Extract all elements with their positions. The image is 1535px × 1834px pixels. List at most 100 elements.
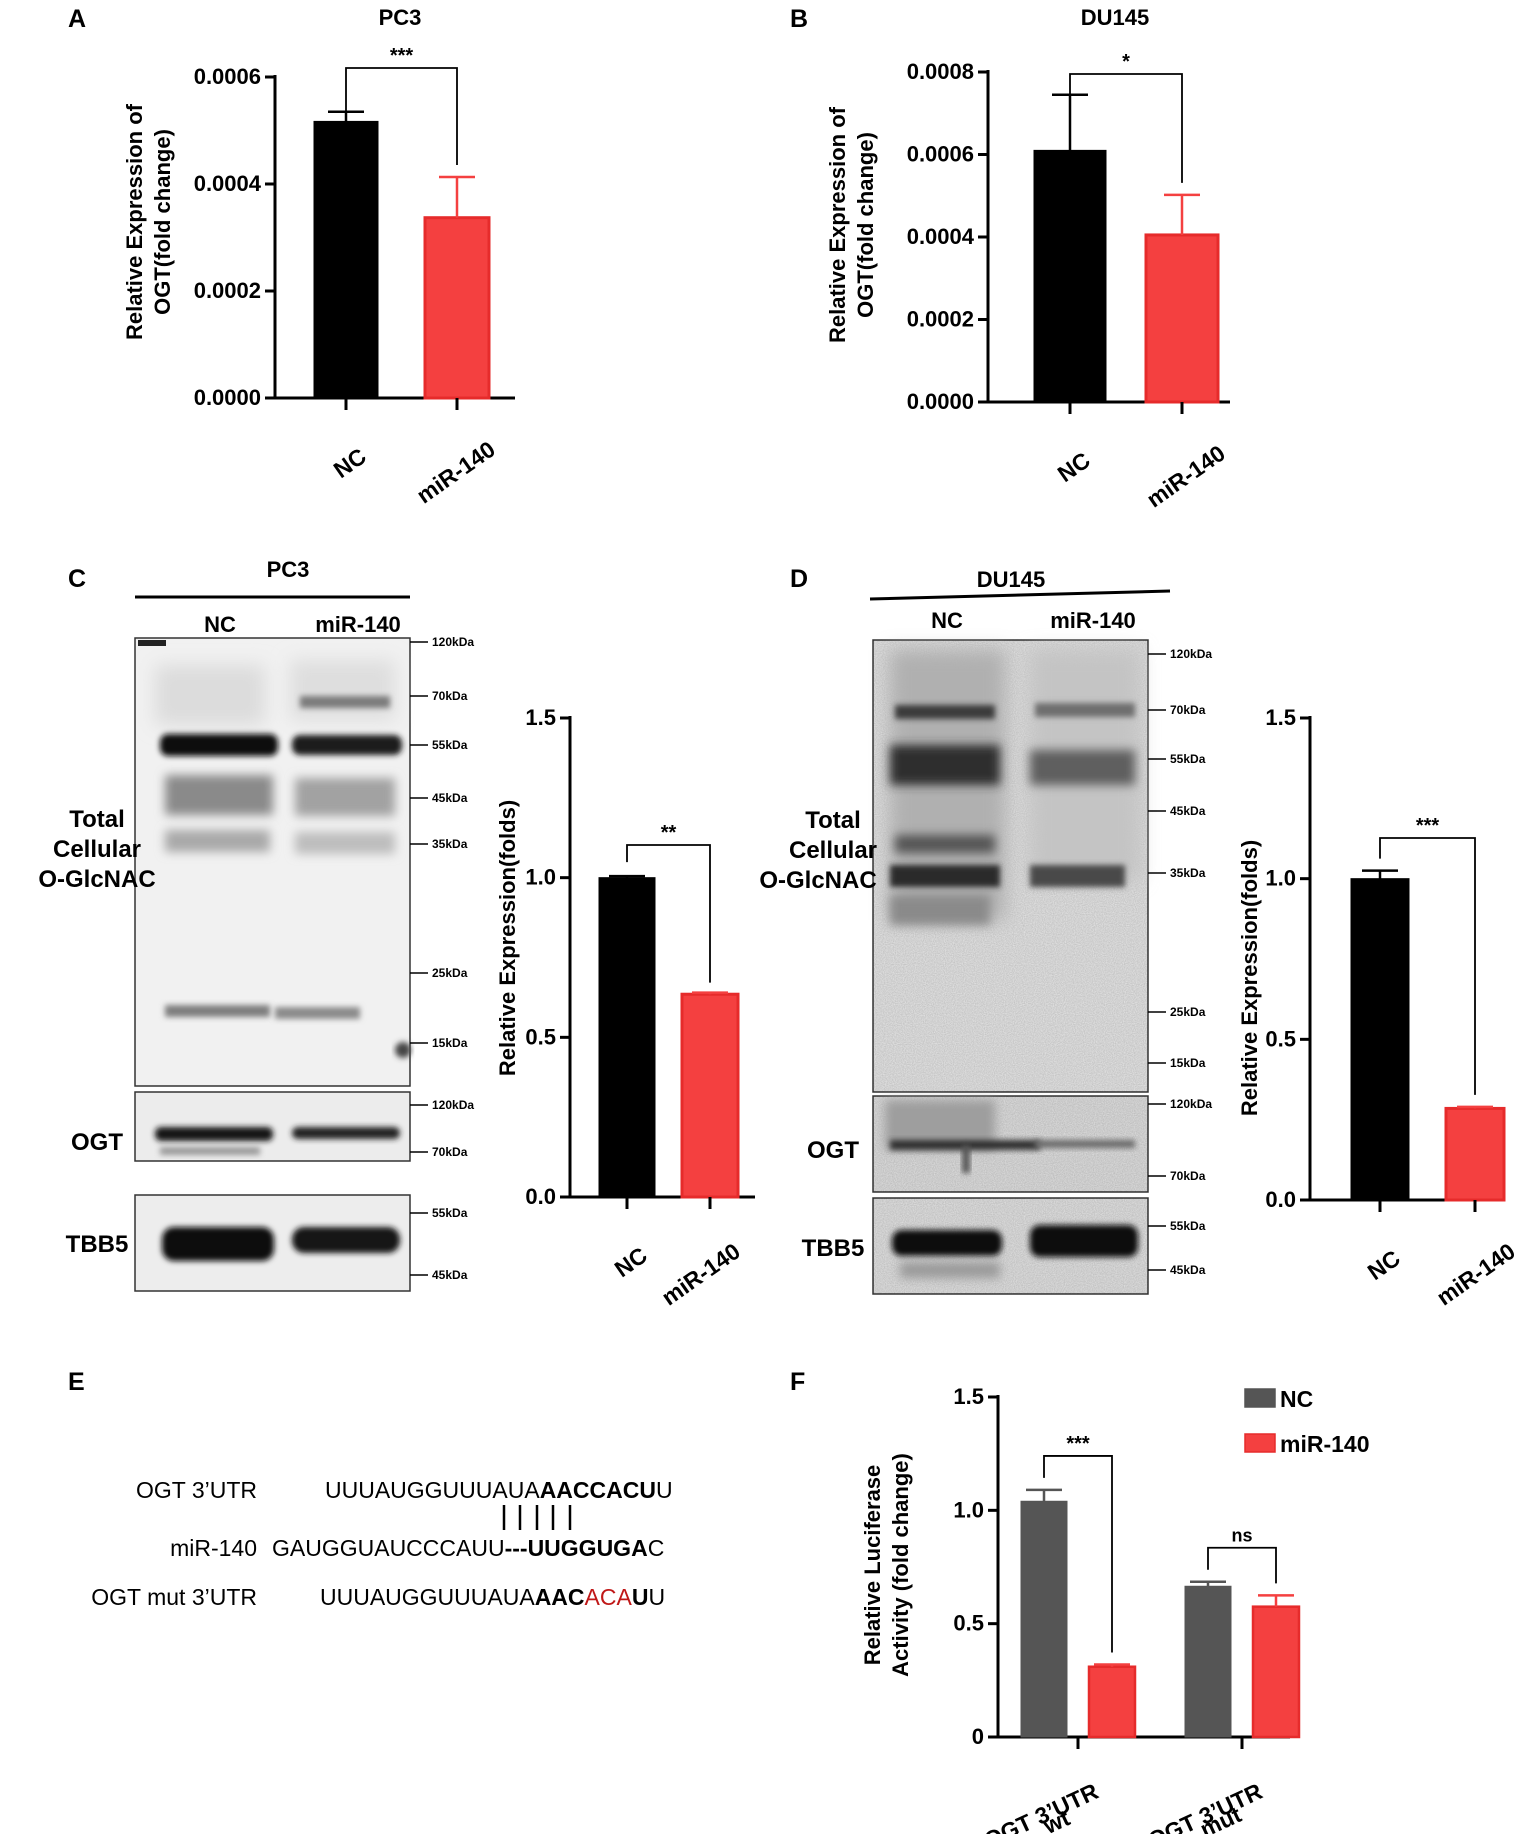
chart-f-legend-label-mir140: miR-140 — [1280, 1431, 1369, 1457]
chart-f-ylabel-line2: Activity (fold change) — [888, 1453, 913, 1677]
chart-b-significance-bracket — [1069, 73, 1183, 183]
blot-d-label-line3: O-GlcNAC — [759, 867, 876, 894]
chart-a-ylabel-line1: Relative Expression of — [122, 103, 147, 340]
seq-base-pair-lines — [502, 1505, 572, 1530]
chart-b-ytick-label: 0.0006 — [907, 142, 974, 167]
chart-b-ylabel-line1: Relative Expression of — [825, 106, 850, 343]
chart-d-ytick-label: 1.5 — [1265, 705, 1296, 730]
chart-d-ylabel: Relative Expression(folds) — [1237, 840, 1262, 1116]
seq-mir-bold: UUGGUGA — [528, 1535, 648, 1561]
chart-b-xtick-label-mir140: miR-140 — [1142, 440, 1230, 513]
blot-d-tbb5-membrane — [872, 1197, 1149, 1295]
panel-letters: A B C D E F — [68, 5, 808, 1396]
blot-c-label-line2: Cellular — [53, 836, 141, 863]
blot-d-marker-15: 15kDa — [1170, 1056, 1206, 1070]
chart-a-significance-bracket — [345, 67, 458, 166]
chart-f-ytick-label: 1.0 — [953, 1497, 984, 1522]
chart-f-legend-swatch-mir140 — [1244, 1433, 1276, 1453]
chart-c-significance-bracket — [626, 844, 711, 983]
chart-d-bar-mir140 — [1444, 1106, 1506, 1202]
chart-a-ytick-label: 0.0004 — [194, 171, 262, 196]
chart-f-legend-label-nc: NC — [1280, 1386, 1313, 1412]
blot-d-marker-25: 25kDa — [1170, 1005, 1206, 1019]
blot-d-label-line1: Total — [805, 807, 861, 834]
blot-c-marker-25: 25kDa — [432, 966, 468, 980]
chart-b-title: DU145 — [1081, 5, 1149, 30]
chart-f-bar-mir140-group2 — [1251, 1605, 1301, 1739]
chart-f-xtick-label-line1: OGT 3’UTR — [980, 1778, 1103, 1834]
chart-c-significance-label: ** — [661, 822, 677, 844]
chart-d-significance-label: *** — [1416, 815, 1440, 837]
chart-f-group2-significance-bracket — [1207, 1546, 1277, 1584]
chart-b-ytick-label: 0.0002 — [907, 307, 974, 332]
blot-d-marker-70: 70kDa — [1170, 703, 1206, 717]
blot-d-lane-nc: NC — [931, 608, 963, 633]
chart-a-significance-label: *** — [390, 45, 414, 67]
chart-c-xtick-label-mir140: miR-140 — [657, 1238, 745, 1311]
blot-c-marker-120: 120kDa — [432, 635, 474, 649]
panel-letter-d: D — [790, 565, 808, 593]
blot-d-tbb5-label: TBB5 — [802, 1235, 865, 1262]
blot-d-tbb5-marker-55: 55kDa — [1170, 1219, 1206, 1233]
seq-mut-sequence: UUUAUGGUUUAUAAACACAUU — [320, 1584, 665, 1610]
chart-f-group1-significance-bracket — [1043, 1455, 1113, 1653]
chart-c-ylabel: Relative Expression(folds) — [495, 800, 520, 1076]
blot-d-ogt-marker-120: 120kDa — [1170, 1097, 1212, 1111]
blot-d-ogt-membrane — [872, 1095, 1149, 1193]
blot-c-marker-15: 15kDa — [432, 1036, 468, 1050]
blot-d-ogt-marker-70: 70kDa — [1170, 1169, 1206, 1183]
blot-d-marker-55: 55kDa — [1170, 752, 1206, 766]
chart-c-bar-nc — [598, 877, 656, 1198]
blot-c-label-line1: Total — [69, 806, 125, 833]
chart-c-bar-mir140 — [680, 992, 740, 1199]
blot-d-cell-line-underline — [869, 589, 1171, 601]
chart-a-xtick-label-nc: NC — [329, 443, 371, 483]
blot-d-marker-35: 35kDa — [1170, 866, 1206, 880]
blot-c-lane-nc: NC — [204, 612, 236, 637]
blot-c-total-membrane — [134, 637, 411, 1087]
chart-b-du145-ogt-expression: DU145 Relative Expression of OGT(fold ch… — [825, 5, 1230, 512]
chart-c-ytick-label: 1.5 — [525, 705, 556, 730]
blot-c-lane-mir140: miR-140 — [315, 612, 401, 637]
seq-ogt-bold: AACCACU — [540, 1477, 656, 1503]
blot-c-tbb5-label: TBB5 — [66, 1231, 129, 1258]
chart-a-ytick-label: 0.0006 — [194, 64, 261, 89]
blot-c-markers: 120kDa 70kDa 55kDa 45kDa 35kDa 25kDa 15k… — [410, 635, 474, 1282]
chart-d-xtick-label-mir140: miR-140 — [1432, 1238, 1520, 1311]
chart-b-bar-mir140 — [1144, 233, 1220, 404]
panel-letter-e: E — [68, 1368, 85, 1396]
chart-f-legend-swatch-nc — [1244, 1388, 1276, 1408]
seq-mut-label: OGT mut 3’UTR — [91, 1584, 257, 1610]
western-blot-c-pc3: PC3 NC miR-140 — [38, 557, 474, 1292]
blot-c-label-line3: O-GlcNAC — [38, 866, 155, 893]
chart-a-ylabel-line2: OGT(fold change) — [150, 129, 175, 315]
blot-c-ogt-membrane — [134, 1091, 411, 1162]
chart-a-bar-nc — [313, 120, 379, 399]
panel-letter-c: C — [68, 565, 86, 593]
seq-mir-label: miR-140 — [170, 1535, 257, 1561]
seq-mir-end: C — [648, 1535, 665, 1561]
chart-f-luciferase-activity: Relative Luciferase Activity (fold chang… — [860, 1384, 1369, 1834]
chart-c-pc3-o-glcnac-quant: Relative Expression(folds) 0.0 0.5 1.0 1.5 N… — [495, 705, 755, 1310]
seq-mir-dash: --- — [505, 1535, 528, 1561]
blot-c-cell-line: PC3 — [267, 557, 310, 582]
panel-letter-a: A — [68, 5, 86, 33]
seq-ogt-end: U — [656, 1477, 673, 1503]
chart-b-ytick-label: 0.0008 — [907, 59, 974, 84]
blot-c-marker-45: 45kDa — [432, 791, 468, 805]
chart-b-ylabel-line2: OGT(fold change) — [853, 132, 878, 318]
blot-c-ogt-marker-70: 70kDa — [432, 1145, 468, 1159]
blot-d-lane-mir140: miR-140 — [1050, 608, 1136, 633]
chart-d-ytick-label: 1.0 — [1265, 866, 1296, 891]
blot-d-label-line2: Cellular — [789, 837, 877, 864]
seq-ogt-label: OGT 3’UTR — [136, 1477, 257, 1503]
sequence-alignment: OGT 3’UTR UUUAUGGUUUAUAAACCACUU miR-140 … — [91, 1477, 672, 1610]
chart-c-ytick-label: 0.0 — [525, 1184, 556, 1209]
chart-a-pc3-ogt-expression: PC3 Relative Expression of OGT(fold chan… — [122, 5, 515, 508]
chart-a-bar-mir140 — [423, 216, 491, 400]
blot-c-tbb5-marker-45: 45kDa — [432, 1268, 468, 1282]
seq-ogt-plain: UUUAUGGUUUAUA — [325, 1477, 540, 1503]
seq-mut-plain: UUUAUGGUUUAUA — [320, 1584, 535, 1610]
seq-mut-end: U — [648, 1584, 665, 1610]
chart-d-bar-nc — [1350, 878, 1410, 1201]
